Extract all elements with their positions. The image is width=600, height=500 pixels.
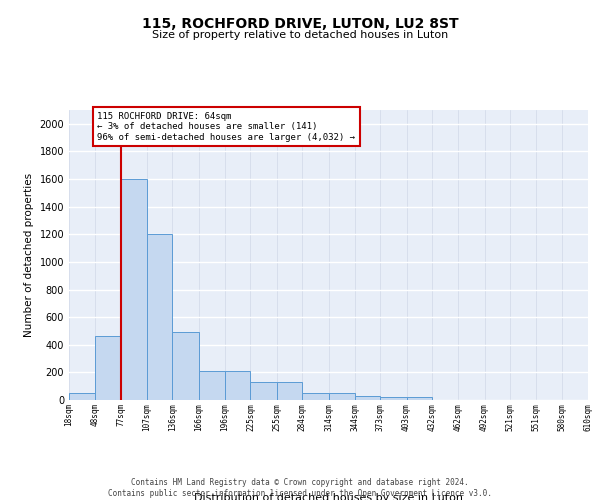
Text: Size of property relative to detached houses in Luton: Size of property relative to detached ho… — [152, 30, 448, 40]
Bar — [147, 234, 172, 400]
Bar — [199, 371, 225, 400]
Y-axis label: Number of detached properties: Number of detached properties — [24, 173, 34, 337]
Bar — [95, 336, 121, 400]
Bar — [225, 371, 250, 400]
Text: Contains HM Land Registry data © Crown copyright and database right 2024.
Contai: Contains HM Land Registry data © Crown c… — [108, 478, 492, 498]
Bar — [302, 393, 329, 400]
Bar — [329, 393, 355, 400]
Text: 115, ROCHFORD DRIVE, LUTON, LU2 8ST: 115, ROCHFORD DRIVE, LUTON, LU2 8ST — [142, 18, 458, 32]
Bar — [355, 396, 380, 400]
Bar — [250, 382, 277, 400]
Bar — [277, 382, 302, 400]
Text: 115 ROCHFORD DRIVE: 64sqm
← 3% of detached houses are smaller (141)
96% of semi-: 115 ROCHFORD DRIVE: 64sqm ← 3% of detach… — [97, 112, 355, 142]
Bar — [380, 397, 407, 400]
Bar — [172, 332, 199, 400]
Bar — [121, 179, 147, 400]
X-axis label: Distribution of detached houses by size in Luton: Distribution of detached houses by size … — [194, 493, 463, 500]
Bar — [407, 397, 432, 400]
Bar — [69, 393, 95, 400]
